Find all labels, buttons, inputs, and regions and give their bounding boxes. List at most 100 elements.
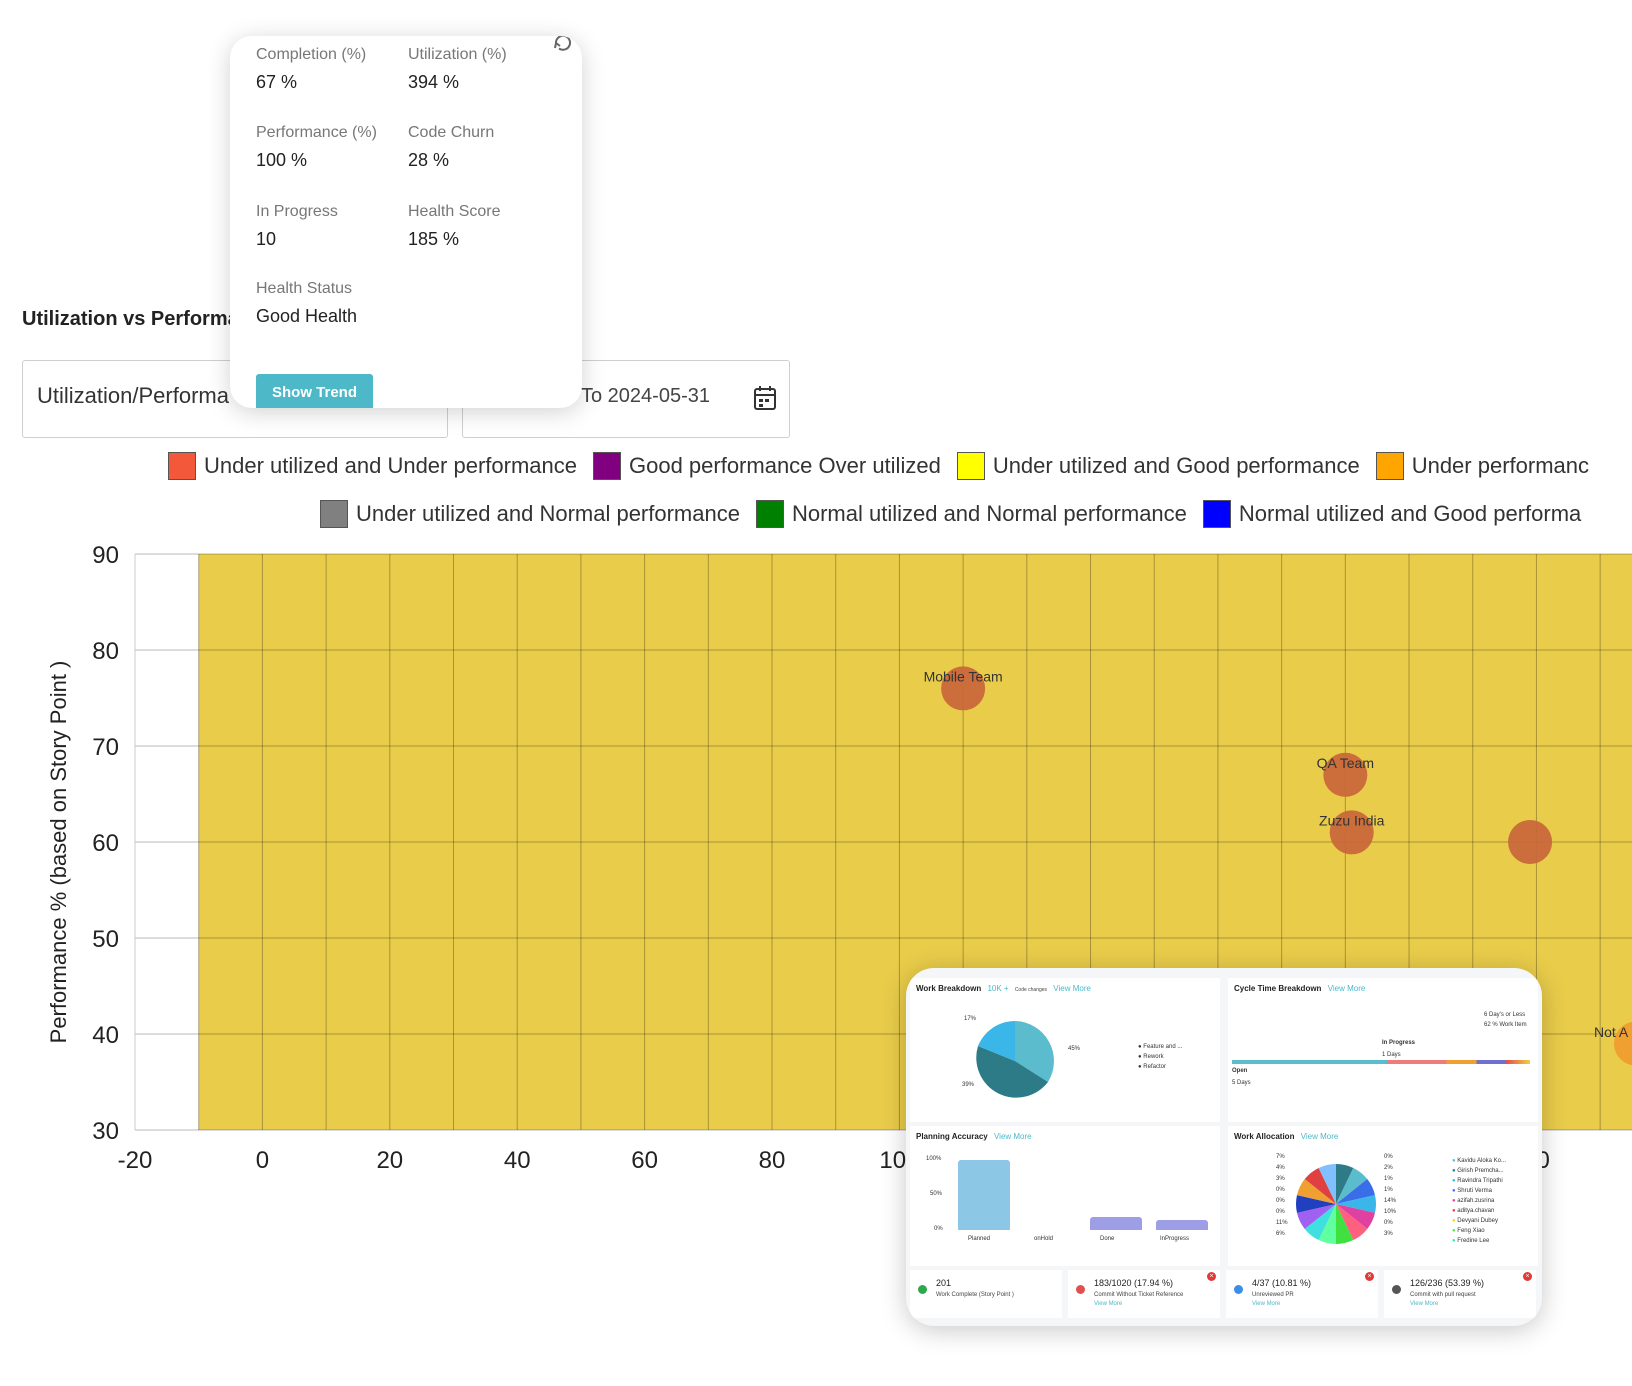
- work-allocation-panel: Work Allocation View More 7% 4% 3% 0% 0% 0% 11…: [1228, 1126, 1538, 1266]
- y-tick-label: 50: [92, 926, 119, 953]
- kpi-card[interactable]: 4/37 (10.81 %) Unreviewed PR View More ×: [1226, 1270, 1378, 1318]
- kpi-view-more[interactable]: View More: [1252, 1301, 1281, 1307]
- legend-row-2: Under utilized and Normal performance No…: [320, 500, 1597, 528]
- refresh-icon[interactable]: [552, 36, 574, 59]
- allocation-pct: 0%: [1384, 1154, 1393, 1160]
- kpi-icon: [1076, 1285, 1085, 1294]
- x-tick: Planned: [968, 1236, 991, 1242]
- pie-group: [1296, 1164, 1376, 1244]
- kpi-card[interactable]: 201 Work Complete (Story Point ): [910, 1270, 1062, 1318]
- allocation-pct: 1%: [1384, 1187, 1393, 1193]
- tooltip-label: Utilization (%): [408, 46, 507, 63]
- allocation-pct: 3%: [1276, 1176, 1285, 1182]
- work-breakdown-title: Work Breakdown: [916, 984, 982, 993]
- kpi-value: 4/37 (10.81 %): [1252, 1278, 1312, 1288]
- tooltip-code-churn: Code Churn 28 %: [408, 124, 494, 171]
- kpi-label: Commit Without Ticket Reference: [1094, 1292, 1184, 1298]
- legend-item-normal-normal[interactable]: Normal utilized and Normal performance: [755, 500, 1187, 528]
- kpi-card[interactable]: 183/1020 (17.94 %) Commit Without Ticket …: [1068, 1270, 1220, 1318]
- legend-item-under-under[interactable]: Under utilized and Under performance: [168, 452, 577, 480]
- pie-slice: [1015, 1021, 1054, 1082]
- calendar-icon[interactable]: [753, 385, 777, 416]
- planning-accuracy-view-more[interactable]: View More: [993, 1132, 1032, 1141]
- y-tick-label: 70: [92, 734, 119, 761]
- planning-bar[interactable]: [1156, 1219, 1208, 1230]
- planning-accuracy-bars: [946, 1156, 1210, 1230]
- kpi-icon: [918, 1285, 927, 1294]
- panel-title: Work Breakdown 10K + Code changes View M…: [916, 984, 1091, 993]
- cycle-time-view-more[interactable]: View More: [1327, 984, 1366, 993]
- person-legend-item: ● Ravindra Tripathi: [1452, 1178, 1503, 1184]
- allocation-pct: 3%: [1384, 1231, 1393, 1237]
- legend-item-good-over[interactable]: Good performance Over utilized: [592, 452, 941, 480]
- person-legend-item: ● Fredine Lee: [1452, 1238, 1490, 1244]
- allocation-slice: [1304, 1204, 1336, 1241]
- scatter-point: [1329, 810, 1374, 855]
- legend-item-under-normal[interactable]: Under utilized and Normal performance: [320, 500, 740, 528]
- cycle-time-title: Cycle Time Breakdown: [1234, 984, 1322, 993]
- legend-item-under-performance[interactable]: Under performanc: [1375, 452, 1590, 480]
- tooltip-value: 10: [256, 229, 277, 249]
- pie-slice: [978, 1021, 1015, 1061]
- y-axis-label: Performance % (based on Story Point ): [46, 661, 71, 1044]
- allocation-slice: [1297, 1179, 1336, 1204]
- person-legend-item: ● Feng Xiao: [1452, 1228, 1485, 1234]
- x-tick-label: -20: [118, 1147, 153, 1170]
- allocation-slice: [1297, 1204, 1336, 1229]
- point-label: Zuzu India: [1319, 812, 1385, 828]
- kpi-view-more[interactable]: View More: [1094, 1301, 1123, 1307]
- work-breakdown-pie: [976, 1021, 1054, 1098]
- scatter-point: [1508, 820, 1553, 864]
- open-label: Open: [1232, 1068, 1248, 1074]
- work-allocation-pie: [1296, 1164, 1376, 1244]
- legend-swatch: [168, 452, 196, 480]
- tooltip-label: Completion (%): [256, 46, 367, 63]
- work-breakdown-view-more[interactable]: View More: [1053, 984, 1091, 993]
- close-icon[interactable]: ×: [1365, 1272, 1374, 1281]
- work-allocation-view-more[interactable]: View More: [1300, 1132, 1339, 1141]
- legend-row-1: Under utilized and Under performance Goo…: [168, 452, 1605, 480]
- kpi-view-more[interactable]: View More: [1410, 1301, 1439, 1307]
- x-tick-label: 60: [631, 1147, 658, 1170]
- tooltip-label: Code Churn: [408, 124, 495, 141]
- tooltip-label: Performance (%): [256, 124, 377, 141]
- kpi-card[interactable]: 126/236 (53.39 %) Commit with pull reques…: [1384, 1270, 1536, 1318]
- panel-title: Work Allocation View More: [1234, 1132, 1338, 1141]
- cycle-box-line2: 62 % Work Item: [1484, 1022, 1527, 1028]
- tooltip-performance: Performance (%) 100 %: [256, 124, 377, 171]
- planning-bar[interactable]: [958, 1160, 1010, 1230]
- planning-accuracy-title: Planning Accuracy: [916, 1132, 988, 1141]
- cycle-box-line1: 6 Day's or Less: [1484, 1012, 1526, 1018]
- y-tick-label: 30: [92, 1118, 119, 1145]
- legend-label: Under performanc: [1411, 453, 1590, 478]
- kpi-value: 201: [936, 1278, 952, 1288]
- person-legend-item: ● Shruti Verma: [1452, 1188, 1492, 1194]
- legend-item-normal-good[interactable]: Normal utilized and Good performa: [1202, 500, 1582, 528]
- in-progress-label: In Progress: [1382, 1040, 1416, 1046]
- tooltip-health-score: Health Score 185 %: [408, 203, 501, 250]
- legend-item-under-good[interactable]: Under utilized and Good performance: [956, 452, 1360, 480]
- legend-swatch: [1375, 452, 1404, 480]
- person-legend-item: ● aditya.chavan: [1452, 1208, 1495, 1214]
- tooltip-completion: Completion (%) 67 %: [256, 46, 366, 93]
- kpi-icon: [1392, 1285, 1401, 1294]
- show-trend-button[interactable]: Show Trend: [256, 374, 374, 408]
- allocation-slice: [1336, 1179, 1375, 1204]
- person-legend-item: ● azifah.zusrina: [1452, 1198, 1495, 1204]
- scatter-point: [941, 666, 986, 711]
- section-title: Utilization vs Performa: [22, 308, 239, 330]
- y-tick: 0%: [934, 1226, 943, 1232]
- close-icon[interactable]: ×: [1207, 1272, 1216, 1281]
- y-tick: 50%: [930, 1191, 943, 1197]
- planning-bar[interactable]: [1090, 1217, 1142, 1230]
- scatter-point-partial: [1614, 1021, 1632, 1066]
- tooltip-health-status: Health Status Good Health: [256, 280, 357, 327]
- tooltip-value: 67 %: [256, 72, 298, 92]
- close-icon[interactable]: ×: [1523, 1272, 1532, 1281]
- allocation-pct: 14%: [1384, 1198, 1397, 1204]
- y-tick-label: 80: [92, 638, 119, 665]
- pie-pct: 39%: [962, 1082, 975, 1088]
- legend-label: Normal utilized and Good performa: [1238, 501, 1582, 526]
- point-label: Mobile Team: [924, 668, 1003, 684]
- pie-pct: 45%: [1068, 1046, 1081, 1052]
